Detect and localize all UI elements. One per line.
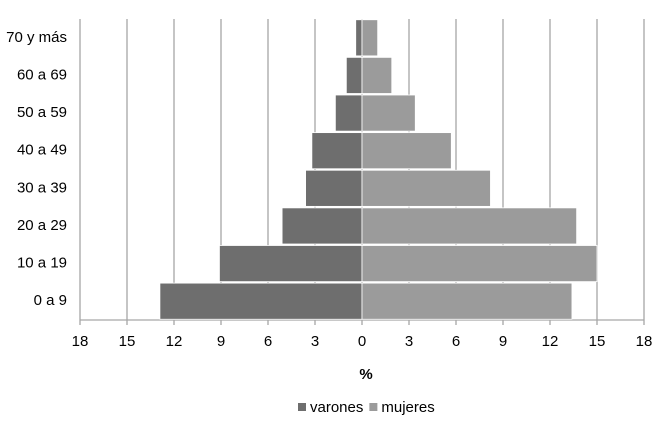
- bar: [345, 56, 363, 94]
- y-tick-label: 10 a 19: [17, 255, 67, 272]
- x-tick-label: 18: [72, 333, 89, 350]
- x-tick-label: 15: [119, 333, 136, 350]
- y-tick-label: 70 y más: [6, 29, 67, 46]
- bar: [159, 282, 363, 320]
- x-tick-label: 3: [311, 333, 319, 350]
- x-tick-label: 0: [358, 333, 366, 350]
- bar: [361, 19, 379, 57]
- bar: [361, 132, 452, 170]
- x-tick-label: 15: [589, 333, 606, 350]
- y-tick-label: 30 a 39: [17, 179, 67, 196]
- bar: [281, 207, 363, 245]
- y-tick-label: 50 a 59: [17, 104, 67, 121]
- bar: [361, 207, 578, 245]
- bar: [361, 169, 491, 207]
- x-tick-label: 12: [166, 333, 183, 350]
- x-tick-label: 6: [264, 333, 272, 350]
- x-tick-label: 6: [452, 333, 460, 350]
- x-tick-label: 9: [499, 333, 507, 350]
- bar: [361, 245, 598, 283]
- legend-label: varones: [310, 399, 363, 416]
- bar: [361, 94, 416, 132]
- y-tick-label: 60 a 69: [17, 66, 67, 83]
- x-tick-label: 9: [217, 333, 225, 350]
- x-tick-label: 18: [636, 333, 653, 350]
- bar: [361, 282, 573, 320]
- bar: [219, 245, 363, 283]
- legend-swatch: [369, 403, 378, 411]
- bar: [305, 169, 363, 207]
- x-tick-label: 3: [405, 333, 413, 350]
- y-tick-label: 40 a 49: [17, 142, 67, 159]
- y-tick-label: 0 a 9: [34, 292, 67, 309]
- legend-label: mujeres: [381, 399, 434, 416]
- bar: [311, 132, 363, 170]
- bar: [334, 94, 363, 132]
- x-axis-title: %: [359, 366, 372, 383]
- x-tick-label: 12: [542, 333, 559, 350]
- legend-swatch: [298, 403, 306, 411]
- y-tick-label: 20 a 29: [17, 217, 67, 234]
- bar: [361, 56, 393, 94]
- bar: [355, 19, 363, 57]
